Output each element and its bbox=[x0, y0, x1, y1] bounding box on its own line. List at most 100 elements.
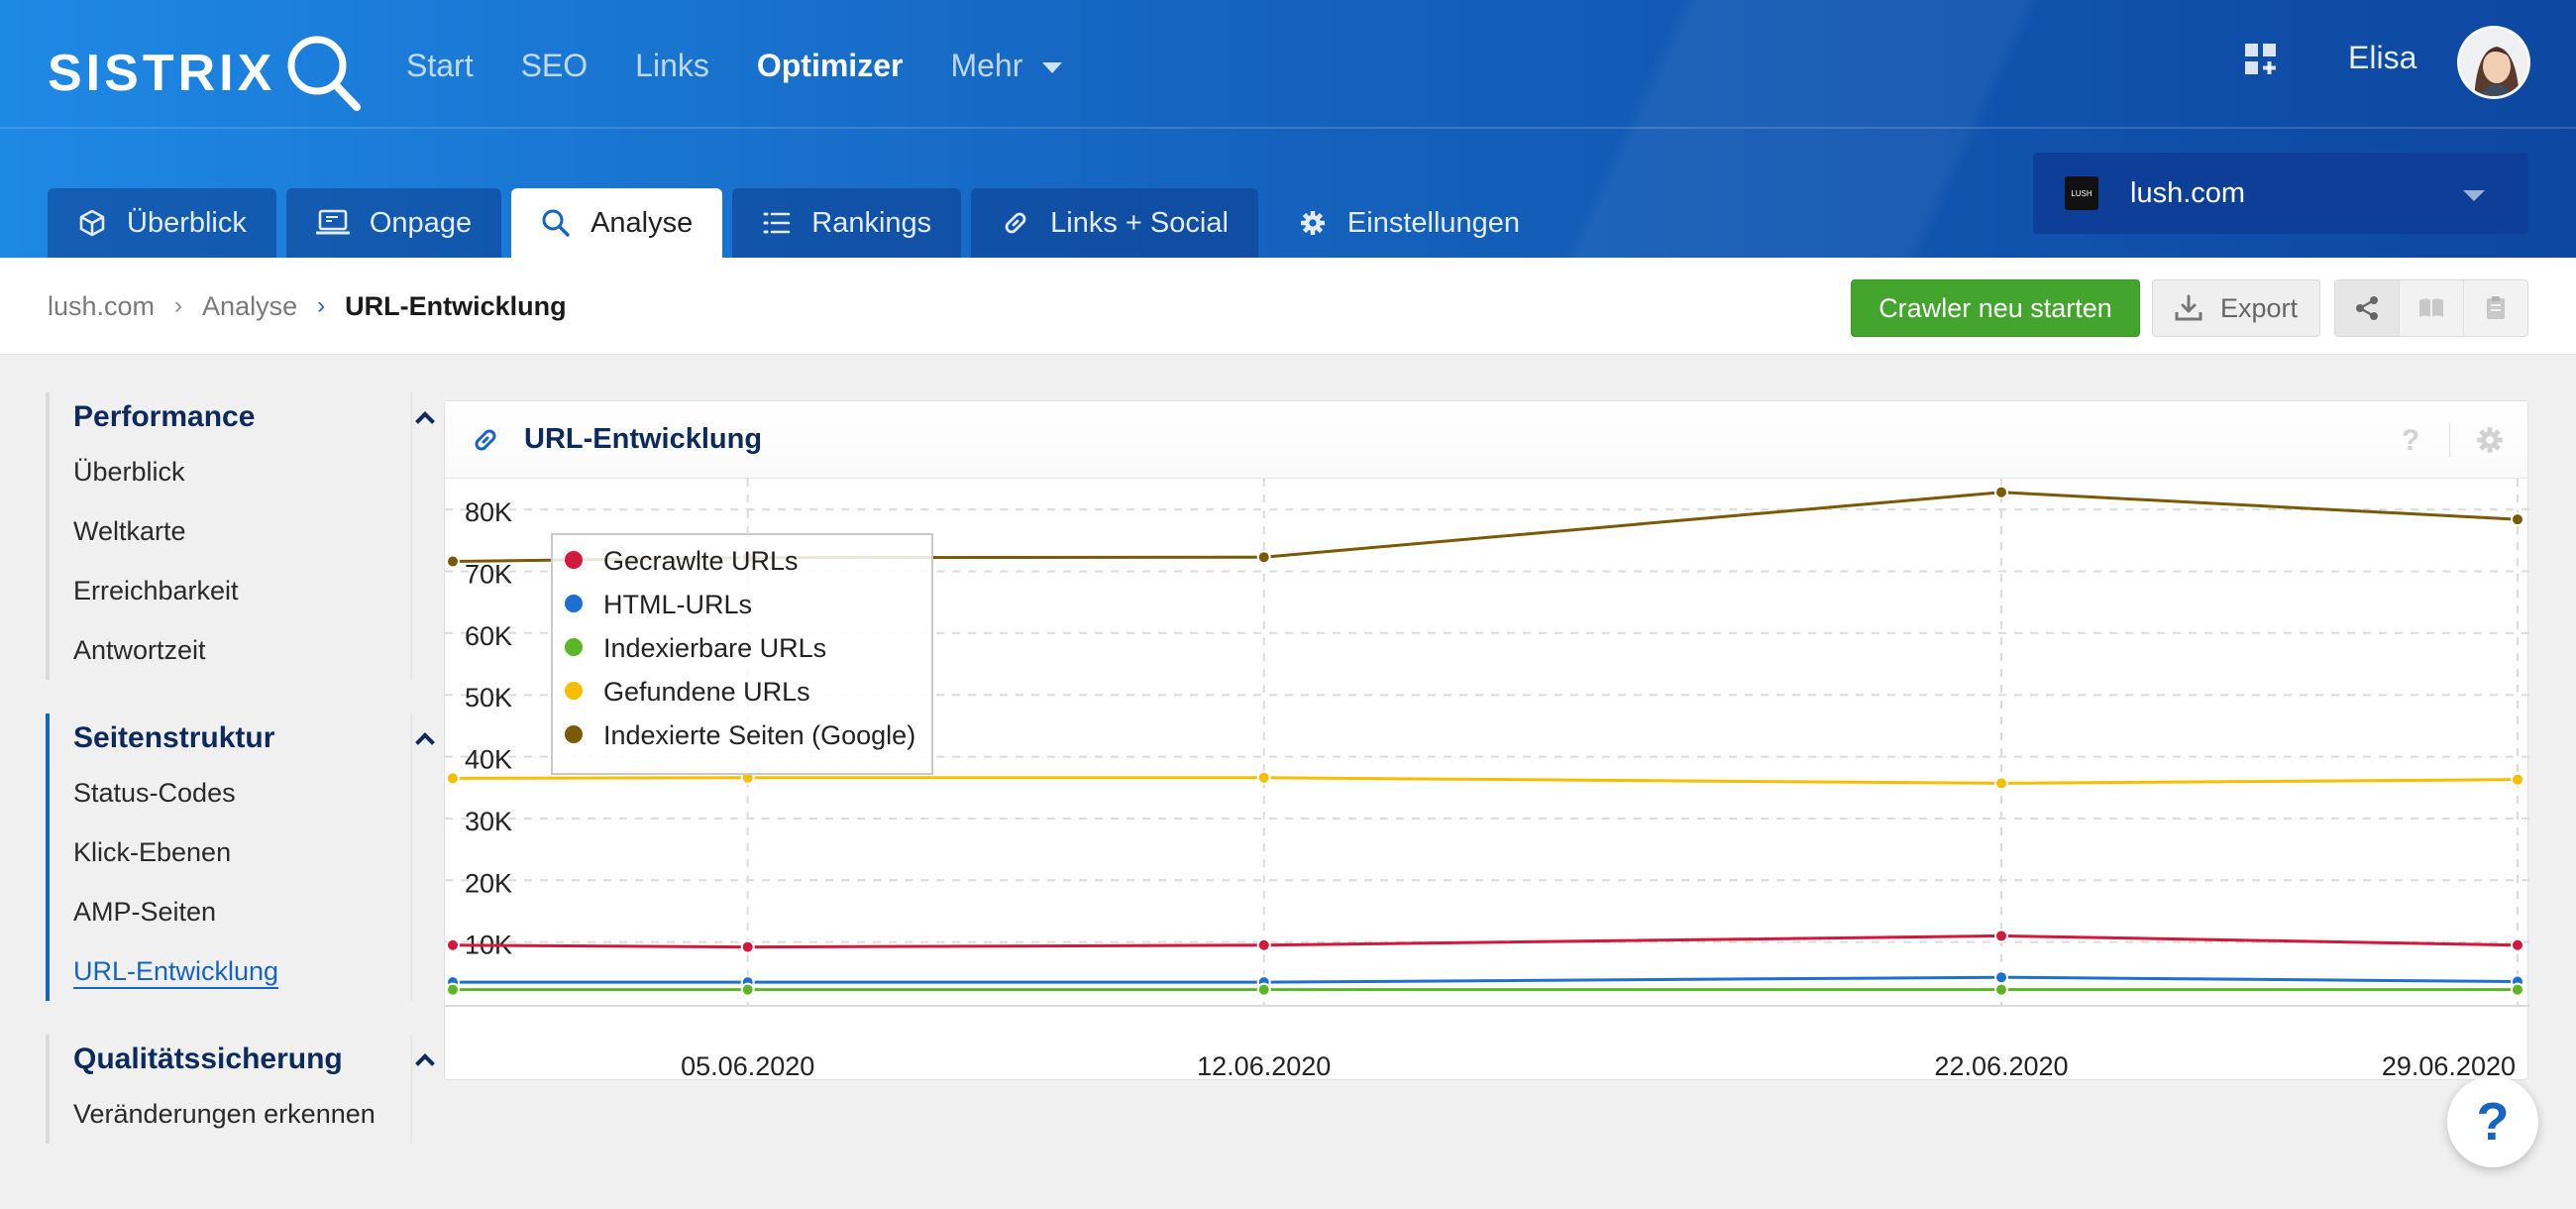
nav-seo[interactable]: SEO bbox=[520, 47, 589, 83]
sidebar-section-header[interactable]: Performance bbox=[73, 392, 438, 442]
project-domain-select[interactable]: LUSH lush.com bbox=[2033, 153, 2528, 234]
main-nav: Start SEO Links Optimizer Mehr bbox=[406, 40, 1110, 91]
gear-icon[interactable] bbox=[2474, 424, 2506, 456]
chevron-up-icon bbox=[415, 1053, 435, 1073]
chevron-right-icon: › bbox=[317, 292, 326, 319]
data-point[interactable] bbox=[1256, 982, 1271, 997]
chevron-down-icon bbox=[1042, 61, 1063, 73]
nav-links[interactable]: Links bbox=[635, 47, 709, 83]
search-icon bbox=[542, 209, 570, 237]
sidebar-item-url-entwicklung[interactable]: URL-Entwicklung bbox=[73, 955, 279, 986]
tab-onpage[interactable]: Onpage bbox=[285, 188, 502, 258]
list-icon bbox=[763, 212, 791, 234]
legend-swatch bbox=[565, 595, 583, 612]
tab-label: Rankings bbox=[811, 206, 932, 239]
sidebar-section-qualitaetssicherung: Qualitätssicherung Veränderungen erkenne… bbox=[46, 1035, 435, 1144]
legend-swatch bbox=[565, 638, 583, 656]
legend-item[interactable]: HTML-URLs bbox=[603, 590, 752, 619]
sidebar-item-erreichbarkeit[interactable]: Erreichbarkeit bbox=[73, 575, 239, 605]
tab-rankings[interactable]: Rankings bbox=[732, 188, 962, 258]
guide-button[interactable] bbox=[2400, 280, 2464, 336]
data-point[interactable] bbox=[1994, 970, 2008, 985]
tab-ueberblick[interactable]: Überblick bbox=[48, 188, 276, 258]
breadcrumb: lush.com › Analyse › URL-Entwicklung bbox=[48, 258, 567, 355]
sidebar-item-ueberblick[interactable]: Überblick bbox=[73, 456, 185, 487]
tab-label: Einstellungen bbox=[1346, 206, 1521, 239]
help-float-button[interactable]: ? bbox=[2447, 1076, 2538, 1167]
tab-label: Analyse bbox=[590, 206, 694, 239]
nav-start[interactable]: Start bbox=[406, 47, 474, 83]
svg-text:?: ? bbox=[2402, 424, 2419, 457]
data-point[interactable] bbox=[446, 554, 460, 569]
sidebar-item-antwortzeit[interactable]: Antwortzeit bbox=[73, 634, 206, 665]
user-avatar[interactable] bbox=[2457, 26, 2530, 99]
data-point[interactable] bbox=[446, 982, 460, 997]
legend-item[interactable]: Gefundene URLs bbox=[603, 677, 810, 707]
restart-crawler-button[interactable]: Crawler neu starten bbox=[1851, 279, 2140, 337]
sidebar-item-weltkarte[interactable]: Weltkarte bbox=[73, 515, 186, 546]
header-divider bbox=[0, 127, 2576, 129]
user-name[interactable]: Elisa bbox=[2348, 40, 2417, 75]
x-tick-label: 12.06.2020 bbox=[1197, 1051, 1331, 1079]
apps-grid-icon[interactable] bbox=[2245, 44, 2277, 75]
tab-analyse[interactable]: Analyse bbox=[511, 188, 723, 258]
data-point[interactable] bbox=[446, 771, 460, 786]
chevron-up-icon bbox=[415, 411, 435, 431]
legend-item[interactable]: Indexierte Seiten (Google) bbox=[603, 720, 915, 750]
data-point[interactable] bbox=[740, 939, 755, 954]
notes-icon bbox=[2487, 296, 2505, 319]
sidebar-item-klick-ebenen[interactable]: Klick-Ebenen bbox=[73, 836, 232, 867]
breadcrumb-analyse[interactable]: Analyse bbox=[202, 290, 298, 321]
tab-label: Überblick bbox=[127, 206, 247, 239]
chevron-up-icon bbox=[415, 732, 435, 752]
breadcrumb-domain[interactable]: lush.com bbox=[48, 290, 156, 321]
notes-button[interactable] bbox=[2464, 280, 2527, 336]
legend-item[interactable]: Indexierbare URLs bbox=[603, 633, 826, 663]
tab-links-social[interactable]: Links + Social bbox=[971, 188, 1258, 258]
data-point[interactable] bbox=[1256, 770, 1271, 785]
data-point[interactable] bbox=[2511, 982, 2524, 997]
data-point[interactable] bbox=[1256, 937, 1271, 952]
legend-item[interactable]: Gecrawlte URLs bbox=[603, 546, 799, 576]
tab-label: Onpage bbox=[369, 206, 473, 239]
data-point[interactable] bbox=[1994, 776, 2008, 791]
export-label: Export bbox=[2219, 292, 2299, 323]
legend-swatch bbox=[565, 682, 583, 700]
sidebar-item-veraenderungen-erkennen[interactable]: Veränderungen erkennen bbox=[73, 1098, 376, 1129]
data-point[interactable] bbox=[1994, 485, 2008, 499]
book-icon bbox=[2419, 298, 2443, 317]
breadcrumb-bar: lush.com › Analyse › URL-Entwicklung Cra… bbox=[0, 258, 2576, 355]
share-button[interactable] bbox=[2335, 280, 2400, 336]
data-point[interactable] bbox=[2511, 937, 2524, 952]
sidebar-item-status-codes[interactable]: Status-Codes bbox=[73, 777, 236, 808]
x-tick-label: 29.06.2020 bbox=[2382, 1051, 2516, 1079]
series-line bbox=[453, 975, 2519, 984]
nav-optimizer[interactable]: Optimizer bbox=[756, 47, 904, 83]
data-point[interactable] bbox=[446, 937, 460, 952]
sidebar-section-header[interactable]: Seitenstruktur bbox=[73, 714, 438, 763]
y-tick-label: 40K bbox=[465, 745, 512, 775]
legend-swatch bbox=[565, 725, 583, 743]
data-point[interactable] bbox=[740, 982, 755, 997]
data-point[interactable] bbox=[1994, 929, 2008, 943]
gear-icon bbox=[1300, 211, 1325, 235]
cube-icon bbox=[79, 209, 105, 237]
tab-einstellungen[interactable]: Einstellungen bbox=[1268, 188, 1550, 258]
y-tick-label: 50K bbox=[465, 683, 512, 713]
sidebar-section-header[interactable]: Qualitätssicherung bbox=[73, 1035, 438, 1084]
export-button[interactable]: Export bbox=[2152, 279, 2320, 337]
y-tick-label: 80K bbox=[465, 497, 512, 527]
data-point[interactable] bbox=[1256, 550, 1271, 565]
help-icon[interactable]: ? bbox=[2396, 423, 2425, 457]
sistrix-logo[interactable]: SISTRIX bbox=[48, 34, 363, 113]
nav-mehr[interactable]: Mehr bbox=[950, 40, 1063, 91]
data-point[interactable] bbox=[2511, 772, 2524, 787]
domain-label: lush.com bbox=[2130, 176, 2246, 209]
data-point[interactable] bbox=[1994, 982, 2008, 997]
y-tick-label: 30K bbox=[465, 807, 512, 836]
sidebar-item-amp-seiten[interactable]: AMP-Seiten bbox=[73, 896, 217, 927]
download-icon bbox=[2175, 294, 2202, 321]
data-point[interactable] bbox=[2511, 512, 2524, 527]
link-icon bbox=[475, 429, 496, 450]
